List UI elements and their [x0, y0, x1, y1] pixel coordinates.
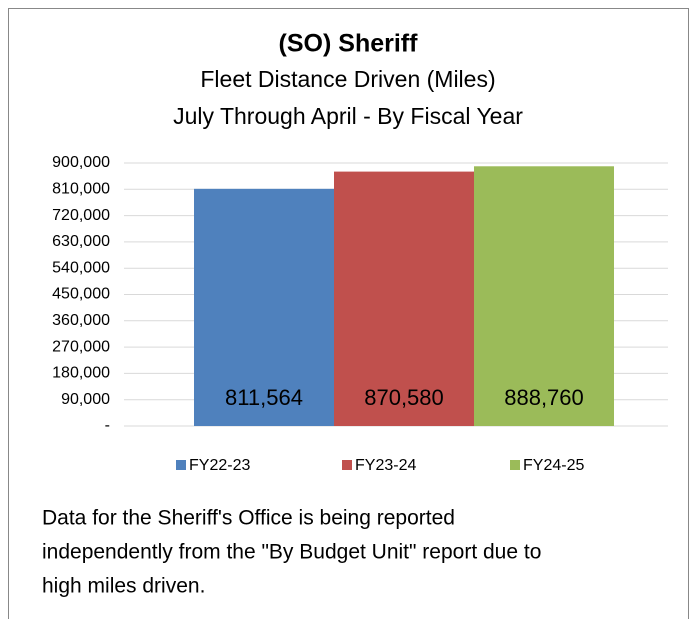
y-tick-label: 630,000: [52, 233, 110, 250]
y-tick-label: 90,000: [61, 391, 110, 408]
bar: [334, 171, 474, 426]
chart-title: (SO) Sheriff: [279, 30, 419, 58]
footnote: Data for the Sheriff's Office is being r…: [42, 507, 455, 530]
data-label: 870,580: [364, 385, 444, 410]
legend-label: FY22-23: [189, 457, 250, 474]
y-tick-label: 900,000: [52, 154, 110, 171]
legend-label: FY23-24: [355, 457, 416, 474]
y-tick-label: 360,000: [52, 312, 110, 329]
legend-label: FY24-25: [523, 457, 584, 474]
y-tick-label: 810,000: [52, 181, 110, 198]
data-label: 811,564: [225, 385, 303, 410]
chart-subtitle: Fleet Distance Driven (Miles): [200, 66, 495, 92]
legend-swatch: [510, 460, 520, 470]
y-tick-label: 180,000: [52, 365, 110, 382]
chart-subtitle: July Through April - By Fiscal Year: [173, 103, 523, 129]
y-tick-label: 540,000: [52, 259, 110, 276]
bar: [194, 188, 334, 426]
y-tick-label: 450,000: [52, 286, 110, 303]
y-tick-label: 720,000: [52, 207, 110, 224]
bar: [474, 166, 614, 426]
data-label: 888,760: [504, 385, 584, 410]
footnote: independently from the "By Budget Unit" …: [42, 541, 541, 564]
legend-swatch: [342, 460, 352, 470]
legend-swatch: [176, 460, 186, 470]
footnote: high miles driven.: [42, 575, 205, 598]
y-tick-label: -: [105, 417, 110, 434]
y-tick-label: 270,000: [52, 338, 110, 355]
